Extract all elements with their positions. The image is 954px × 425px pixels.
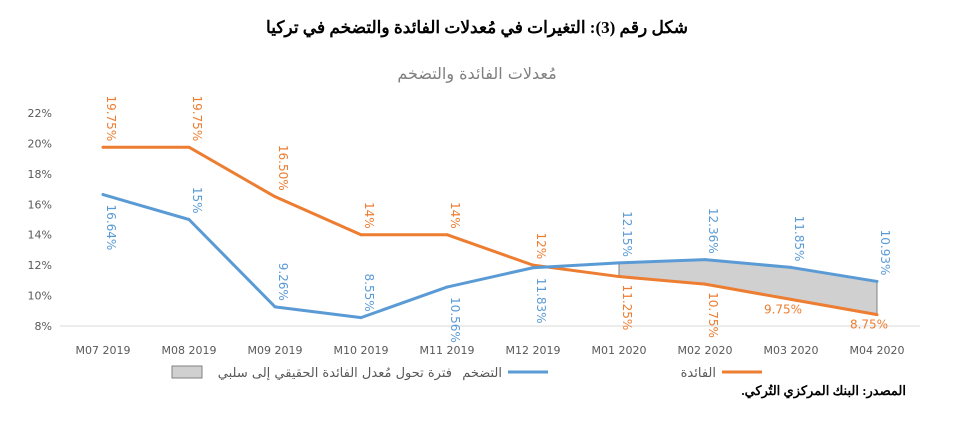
data-point-inflation [445, 285, 449, 289]
data-point-interest [617, 275, 621, 279]
data-point-interest [531, 263, 535, 267]
data-point-inflation [187, 218, 191, 221]
x-tick-label: M03 2020 [764, 344, 819, 357]
legend-swatch-shade [171, 365, 203, 379]
data-label-inflation: 10.56% [448, 297, 462, 343]
data-label-inflation: 15% [190, 187, 204, 214]
y-tick-label: 22% [28, 107, 52, 120]
data-point-interest [273, 195, 277, 199]
series-line-inflation [102, 193, 878, 320]
data-point-inflation [273, 305, 277, 309]
data-point-inflation [875, 279, 879, 283]
y-tick-label: 8% [35, 320, 52, 333]
data-point-interest [703, 282, 707, 286]
legend-label-shade: فترة تحول مُعدل الفائدة الحقيقي إلى سلبي [218, 366, 452, 381]
data-point-interest [359, 233, 363, 237]
data-label-inflation: 8.55% [362, 274, 376, 312]
data-label-inflation: 16.64% [104, 205, 118, 251]
x-tick-label: M11 2019 [420, 344, 475, 357]
x-tick-label: M04 2020 [850, 344, 905, 357]
data-label-inflation: 11.85% [792, 216, 806, 262]
data-label-interest: 12% [534, 232, 548, 259]
data-label-interest: 14% [362, 202, 376, 229]
legend-label-inflation: التضخم [462, 366, 502, 381]
data-label-inflation: 9.26% [276, 263, 290, 301]
data-label-interest: 19.75% [104, 95, 118, 141]
data-point-interest [875, 313, 879, 317]
data-point-inflation [789, 265, 793, 269]
series-line-interest [103, 145, 878, 317]
data-point-inflation [531, 266, 535, 270]
x-tick-label: M07 2019 [76, 344, 131, 357]
data-label-interest: 11.25% [620, 285, 634, 331]
data-label-interest: 19.75% [190, 95, 204, 141]
data-point-interest [187, 145, 191, 149]
x-tick-label: M09 2019 [248, 344, 303, 357]
data-label-inflation: 12.15% [620, 211, 634, 257]
x-tick-label: M01 2020 [592, 344, 647, 357]
x-tick-label: M12 2019 [506, 344, 561, 357]
data-label-inflation: 11.83% [534, 278, 548, 324]
data-point-inflation [703, 258, 707, 262]
x-tick-label: M10 2019 [334, 344, 389, 357]
data-point-interest [101, 145, 105, 149]
x-tick-label: M08 2019 [162, 344, 217, 357]
chart-title: مُعدلات الفائدة والتضخم [397, 64, 557, 83]
y-tick-label: 18% [28, 168, 52, 181]
y-tick-label: 20% [28, 137, 52, 150]
y-tick-label: 12% [28, 259, 52, 272]
y-tick-label: 10% [28, 290, 52, 303]
data-label-interest: 8.75% [850, 318, 888, 332]
data-label-interest: 14% [448, 202, 462, 229]
figure-title: شكل رقم (3): التغيرات في مُعدلات الفائدة… [266, 18, 688, 37]
x-tick-label: M02 2020 [678, 344, 733, 357]
source-note: المصدر: البنك المركزي التُركي. [741, 383, 906, 398]
y-tick-label: 14% [28, 229, 52, 242]
data-label-inflation: 12.36% [706, 208, 720, 254]
data-label-interest: 10.75% [706, 292, 720, 338]
data-label-interest: 9.75% [764, 302, 802, 316]
data-point-inflation [359, 316, 363, 320]
data-point-interest [789, 297, 793, 301]
data-label-interest: 16.50% [276, 145, 290, 191]
data-point-interest [445, 233, 449, 237]
legend-label-interest: الفائدة [681, 366, 716, 381]
y-tick-label: 16% [28, 198, 52, 211]
data-point-inflation [617, 261, 621, 265]
data-point-inflation [101, 193, 105, 197]
data-label-inflation: 10.93% [878, 230, 892, 276]
